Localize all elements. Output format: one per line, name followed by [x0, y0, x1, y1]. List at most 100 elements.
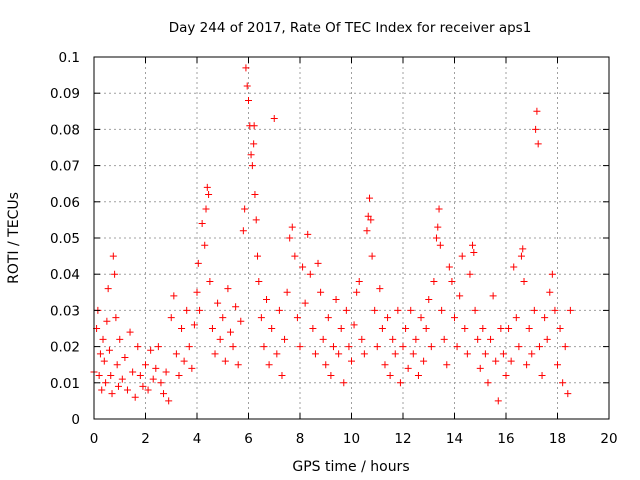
chart-title: Day 244 of 2017, Rate Of TEC Index for r…: [169, 20, 532, 36]
data-point: [389, 335, 397, 343]
data-point: [167, 314, 175, 322]
data-point: [381, 361, 389, 369]
data-point: [324, 314, 332, 322]
y-tick-label: 0.06: [50, 195, 80, 211]
data-point: [178, 325, 186, 332]
data-point: [242, 64, 250, 72]
data-point: [448, 277, 456, 285]
data-point: [523, 361, 531, 369]
axis-ticks: 0 2 4 6 8 10 12 14 16 18 20 0 0.01 0.02 0.03 0.04 0.05 0.…: [50, 50, 618, 447]
data-point: [104, 285, 112, 293]
data-point: [273, 350, 281, 358]
y-tick-label: 0.1: [59, 50, 80, 66]
data-point: [180, 357, 188, 365]
data-point: [317, 288, 325, 296]
grid: [94, 57, 609, 419]
data-point: [250, 140, 258, 148]
data-point: [340, 379, 348, 387]
data-point: [109, 252, 117, 260]
data-point: [245, 96, 252, 104]
data-point: [515, 343, 523, 351]
data-point: [391, 350, 399, 358]
data-point: [206, 277, 214, 285]
data-point: [142, 361, 149, 369]
x-tick-label: 2: [141, 431, 150, 447]
data-point: [332, 296, 340, 304]
y-tick-label: 0.04: [50, 267, 80, 283]
data-point: [507, 357, 515, 365]
data-point: [286, 234, 294, 242]
data-point: [551, 306, 559, 314]
data-point: [268, 325, 276, 332]
data-point: [394, 306, 402, 314]
data-point: [299, 263, 307, 271]
data-point: [241, 205, 249, 213]
data-point: [412, 335, 420, 343]
data-point: [102, 379, 110, 387]
x-tick-label: 18: [549, 431, 566, 447]
data-point: [512, 314, 520, 322]
data-point: [438, 306, 446, 314]
data-point: [198, 220, 206, 228]
data-point: [534, 140, 542, 148]
data-point: [479, 325, 487, 332]
data-point: [185, 343, 193, 351]
data-point: [546, 288, 554, 296]
data-point: [107, 372, 115, 380]
x-tick-label: 8: [296, 431, 305, 447]
data-point: [561, 343, 569, 351]
data-point: [278, 372, 286, 380]
data-point: [322, 361, 330, 369]
x-tick-label: 16: [497, 431, 514, 447]
data-point: [564, 390, 572, 398]
data-point: [147, 346, 155, 354]
data-point: [525, 325, 533, 332]
data-point: [399, 343, 407, 351]
data-point: [368, 252, 376, 260]
data-point: [469, 241, 477, 249]
data-point: [432, 234, 440, 242]
data-point: [144, 386, 152, 394]
data-point: [337, 325, 345, 332]
data-point: [519, 245, 527, 253]
data-point: [422, 325, 430, 332]
data-point: [175, 372, 183, 380]
data-point: [458, 252, 466, 260]
data-point: [129, 368, 137, 376]
data-point: [203, 183, 211, 191]
y-tick-label: 0.08: [50, 122, 80, 138]
x-axis-label: GPS time / hours: [292, 459, 409, 475]
data-point: [533, 107, 541, 115]
data-point: [296, 343, 304, 351]
data-point: [319, 335, 327, 343]
data-point: [492, 357, 500, 365]
data-point: [355, 277, 363, 285]
data-point: [216, 335, 224, 343]
data-point: [445, 263, 453, 271]
data-point: [234, 361, 242, 369]
data-point: [353, 288, 361, 296]
data-point: [559, 379, 567, 387]
data-point: [481, 350, 489, 358]
x-tick-label: 10: [343, 431, 360, 447]
data-point: [345, 343, 353, 351]
data-point: [402, 325, 410, 332]
data-point: [366, 194, 374, 202]
data-point: [350, 321, 358, 329]
data-point: [532, 125, 540, 133]
data-point: [95, 372, 103, 380]
data-point: [139, 382, 147, 390]
data-point: [281, 335, 289, 343]
data-point: [211, 350, 219, 358]
y-tick-label: 0.05: [50, 231, 80, 247]
data-point: [384, 314, 392, 322]
data-point: [376, 285, 384, 293]
data-point: [113, 361, 121, 369]
data-point: [190, 321, 198, 329]
data-point: [301, 299, 309, 307]
data-point: [453, 343, 461, 351]
data-point: [497, 325, 505, 332]
data-point: [435, 205, 443, 213]
data-point: [420, 357, 428, 365]
data-point: [188, 364, 196, 372]
